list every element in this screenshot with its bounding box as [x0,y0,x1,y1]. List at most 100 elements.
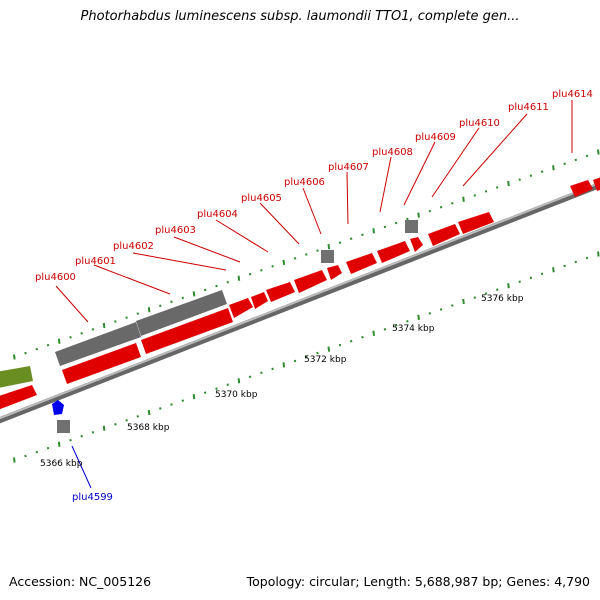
scale-tick [46,446,50,450]
scale-labels: 5366 kbp 5368 kbp 5370 kbp 5372 kbp 5374… [40,294,524,469]
scale-tick [237,275,241,281]
scale-tick [13,354,16,360]
scale-tick [203,391,207,394]
scale-tick [552,165,555,171]
gene-blue[interactable] [52,400,64,415]
gene-label-plu4611[interactable]: plu4611 [508,102,549,113]
gene-red-7[interactable] [327,265,342,280]
scale-tick [125,419,128,422]
scale-tick [91,431,95,434]
accession-text: Accession: NC_005126 [9,574,152,589]
gene-red-6[interactable] [294,270,327,293]
gene-label-plu4607[interactable]: plu4607 [328,162,369,173]
gene-label-plu4610[interactable]: plu4610 [459,118,500,129]
scale-tick [293,359,297,363]
gene-label-plu4601[interactable]: plu4601 [75,256,116,267]
gene-red-14[interactable] [593,174,600,191]
scale-tick [237,378,241,384]
map-title: Photorhabdus luminescens subsp. laumondi… [80,9,520,24]
scale-tick [372,330,375,336]
scale-tick [170,403,173,406]
scale-tick [57,441,61,447]
scale-label-5374: 5374 kbp [392,324,435,334]
gene-red-13[interactable] [570,180,593,197]
gene-label-plu4609[interactable]: plu4609 [415,132,456,143]
gene-red-4[interactable] [251,292,268,309]
gene-gray-small-1[interactable] [321,250,334,263]
scale-tick [529,174,533,177]
scale-tick [495,288,499,291]
scale-tick [136,415,140,418]
gene-red-5[interactable] [266,282,295,302]
scale-tick [35,347,39,351]
scale-tick [585,154,589,158]
scale-tick [361,233,364,237]
gene-track[interactable] [0,174,600,433]
scale-tick [484,292,488,295]
scale-tick [417,314,420,321]
gene-label-plu4602[interactable]: plu4602 [113,241,154,252]
gene-gray-small-3[interactable] [57,420,70,433]
scale-tick [540,272,544,276]
scale-tick [260,371,263,375]
genome-axis [0,181,600,424]
scale-tick [406,320,409,323]
scale-tick [495,186,499,189]
gene-red-9[interactable] [377,241,410,263]
scale-tick [80,434,83,438]
gene-gray-1[interactable] [55,322,141,366]
gene-label-plu4599[interactable]: plu4599 [72,492,113,503]
gene-label-plu4603[interactable]: plu4603 [155,225,196,236]
scale-tick [102,322,106,329]
scale-tick [394,221,398,225]
scale-tick [248,272,252,276]
gene-label-plu4604[interactable]: plu4604 [197,209,238,220]
scale-tick [451,202,454,205]
scale-tick [316,249,319,252]
gene-gray-2[interactable] [136,290,227,336]
gene-red-1[interactable] [62,343,141,384]
scale-tick [406,217,409,221]
scale-tick [181,296,185,300]
gene-red-3[interactable] [229,298,253,318]
label-leader-blue [71,445,92,489]
gene-olive[interactable] [0,366,33,389]
length-text: Length: 5,688,987 bp; [363,574,503,589]
scale-tick [473,296,477,299]
scale-tick [114,423,117,426]
scale-tick [529,276,533,280]
scale-tick [271,367,274,371]
gene-red-12[interactable] [458,212,494,234]
scale-tick [473,194,477,197]
gene-label-plu4600[interactable]: plu4600 [35,272,76,283]
gene-red-8[interactable] [346,253,377,274]
scale-tick [316,351,319,355]
scale-tick [271,265,274,268]
scale-tick [248,375,252,379]
scale-tick [349,237,353,240]
scale-label-5372: 5372 kbp [304,355,347,365]
scale-tick [518,178,521,181]
scale-tick [338,343,342,347]
gene-red-11[interactable] [428,224,460,246]
gene-label-plu4614[interactable]: plu4614 [552,89,593,100]
scale-tick [282,259,286,266]
gene-red-2[interactable] [141,308,233,354]
gene-label-plu4608[interactable]: plu4608 [372,147,413,158]
scale-tick [484,190,488,193]
gene-gray-small-2[interactable] [405,220,418,233]
scale-label-5366: 5366 kbp [40,459,83,469]
scale-tick [226,280,229,284]
scale-tick [203,288,207,292]
gene-red-10[interactable] [410,237,423,252]
gene-red-left[interactable] [0,385,37,411]
scale-tick [507,283,510,289]
scale-tick [428,312,432,315]
scale-tick [563,162,566,166]
scale-label-5368: 5368 kbp [127,423,170,433]
gene-label-plu4606[interactable]: plu4606 [284,177,325,188]
gene-label-plu4605[interactable]: plu4605 [241,193,282,204]
scale-tick [114,320,117,323]
scale-tick [338,241,342,244]
